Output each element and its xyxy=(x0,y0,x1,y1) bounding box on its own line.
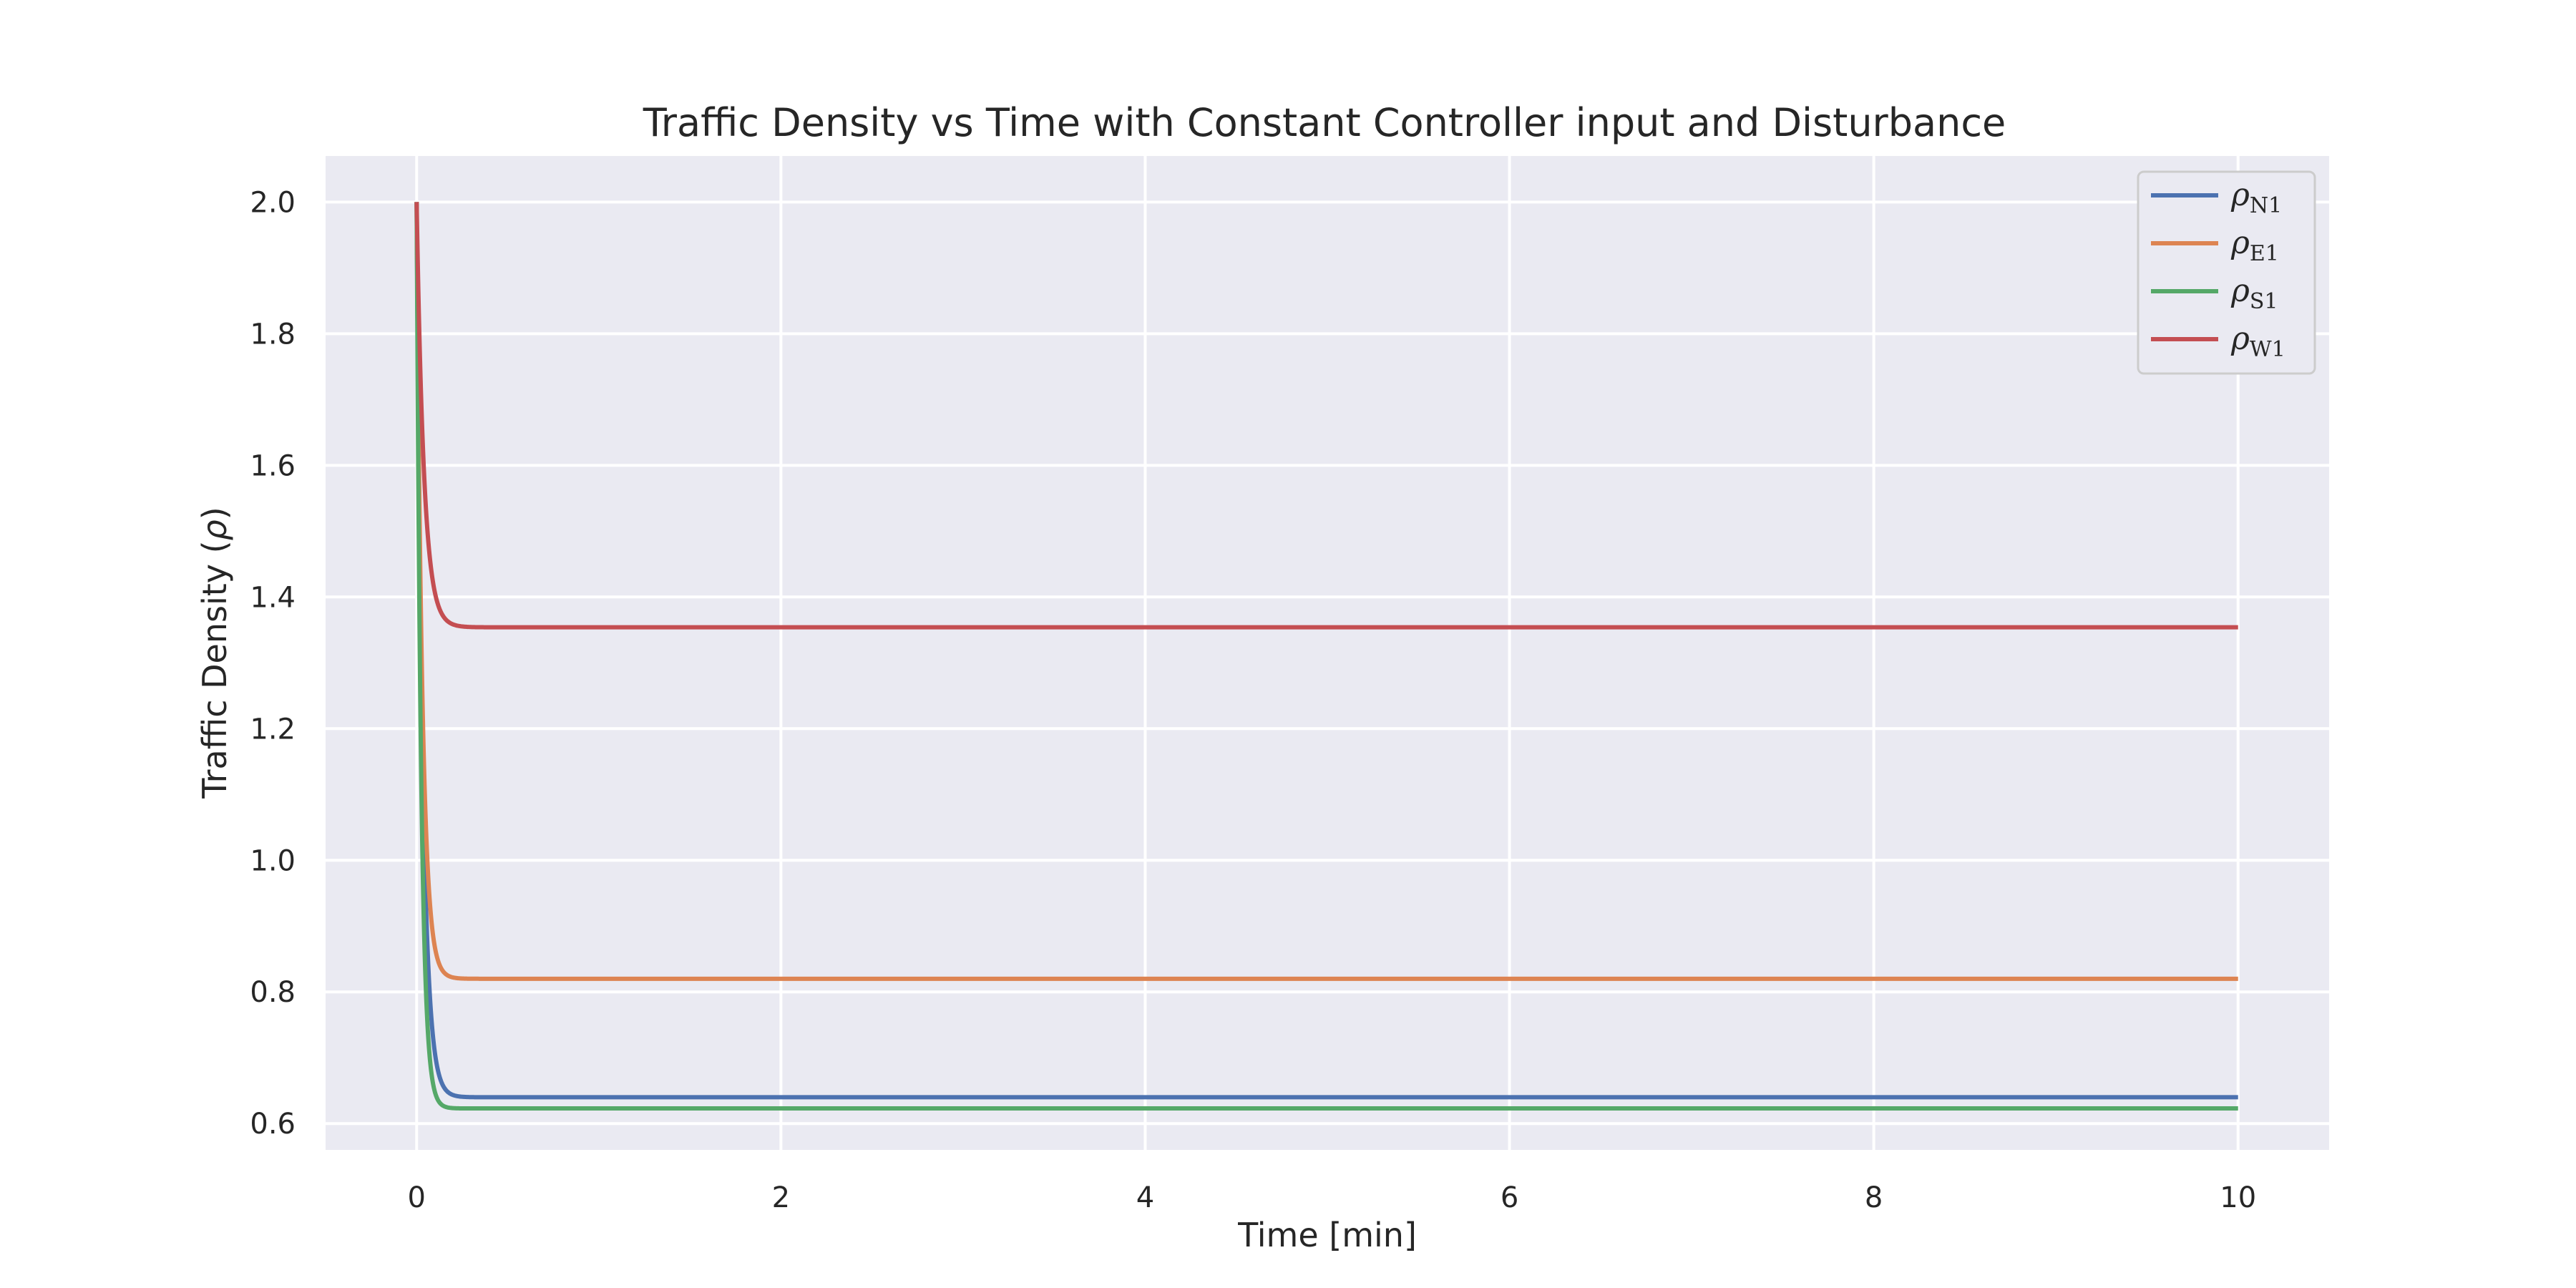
series-line-s1 xyxy=(414,200,2238,1111)
legend: ρN1 ρE1 ρS1 ρW1 xyxy=(2137,170,2316,375)
series-line-n1 xyxy=(414,200,2238,1100)
y-tick-label: 1.6 xyxy=(250,449,296,482)
y-tick-label: 2.0 xyxy=(250,186,296,219)
y-tick-label: 0.8 xyxy=(250,976,296,1009)
legend-items: ρN1 ρE1 ρS1 ρW1 xyxy=(2151,177,2285,362)
y-tick-label: 1.0 xyxy=(250,844,296,877)
y-axis-ticks: 0.6 0.8 1.0 1.2 1.4 1.6 1.8 2.0 xyxy=(250,186,296,1141)
x-axis-ticks: 0 2 4 6 8 10 xyxy=(408,1181,2257,1214)
plot-area xyxy=(326,156,2329,1150)
y-tick-label: 1.4 xyxy=(250,581,296,614)
y-axis-label: Traffic Density (ρ) xyxy=(195,507,234,799)
y-axis-label-symbol: ρ xyxy=(195,519,234,540)
series-line-e1 xyxy=(414,200,2238,981)
x-tick-label: 10 xyxy=(2220,1181,2256,1214)
chart-title: Traffic Density vs Time with Constant Co… xyxy=(643,100,2006,145)
legend-box xyxy=(2137,170,2316,375)
legend-label-w1: ρW1 xyxy=(2230,321,2285,362)
y-tick-label: 1.8 xyxy=(250,318,296,351)
x-axis-label: Time [min] xyxy=(1237,1216,1417,1254)
legend-label-e1: ρE1 xyxy=(2230,225,2279,266)
x-tick-label: 6 xyxy=(1501,1181,1518,1214)
y-tick-label: 0.6 xyxy=(250,1108,296,1141)
x-tick-label: 4 xyxy=(1136,1181,1154,1214)
series-lines xyxy=(414,200,2238,1111)
y-axis-label-text: Traffic Density ( xyxy=(195,540,234,799)
y-tick-label: 1.2 xyxy=(250,713,296,746)
x-tick-label: 0 xyxy=(408,1181,426,1214)
legend-label-s1: ρS1 xyxy=(2230,273,2278,314)
x-tick-label: 8 xyxy=(1865,1181,1883,1214)
y-axis-label-close: ) xyxy=(195,507,234,519)
x-tick-label: 2 xyxy=(772,1181,790,1214)
legend-label-n1: ρN1 xyxy=(2230,177,2282,218)
series-line-w1 xyxy=(414,200,2238,630)
